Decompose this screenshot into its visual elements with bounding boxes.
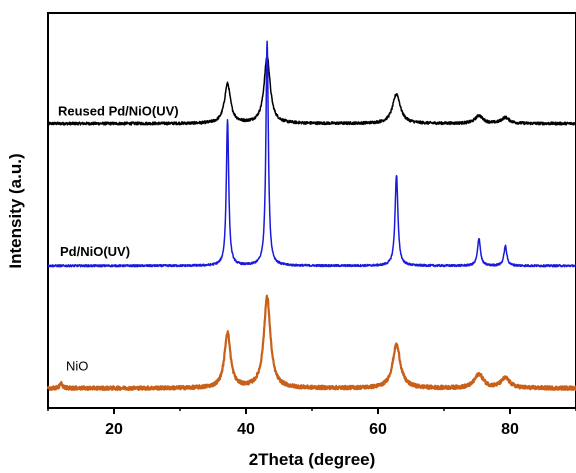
- series-line-1: [47, 40, 576, 268]
- x-axis-title: 2Theta (degree): [249, 450, 376, 469]
- x-tick-label-80: 80: [501, 421, 519, 438]
- series-label-2: NiO: [66, 358, 88, 373]
- series-line-2: [46, 294, 576, 391]
- y-axis-title: Intensity (a.u.): [6, 153, 25, 268]
- series-label-0: Reused Pd/NiO(UV): [58, 104, 179, 119]
- series-labels: Reused Pd/NiO(UV) Pd/NiO(UV) NiO: [58, 104, 179, 374]
- x-axis: 20 40 60 80: [47, 408, 576, 438]
- series-layer: [46, 40, 576, 391]
- x-tick-label-20: 20: [105, 421, 123, 438]
- plot-frame: [47, 12, 576, 409]
- x-tick-label-60: 60: [369, 421, 387, 438]
- series-label-1: Pd/NiO(UV): [60, 244, 130, 259]
- x-tick-label-40: 40: [237, 421, 255, 438]
- series-line-0: [47, 55, 576, 126]
